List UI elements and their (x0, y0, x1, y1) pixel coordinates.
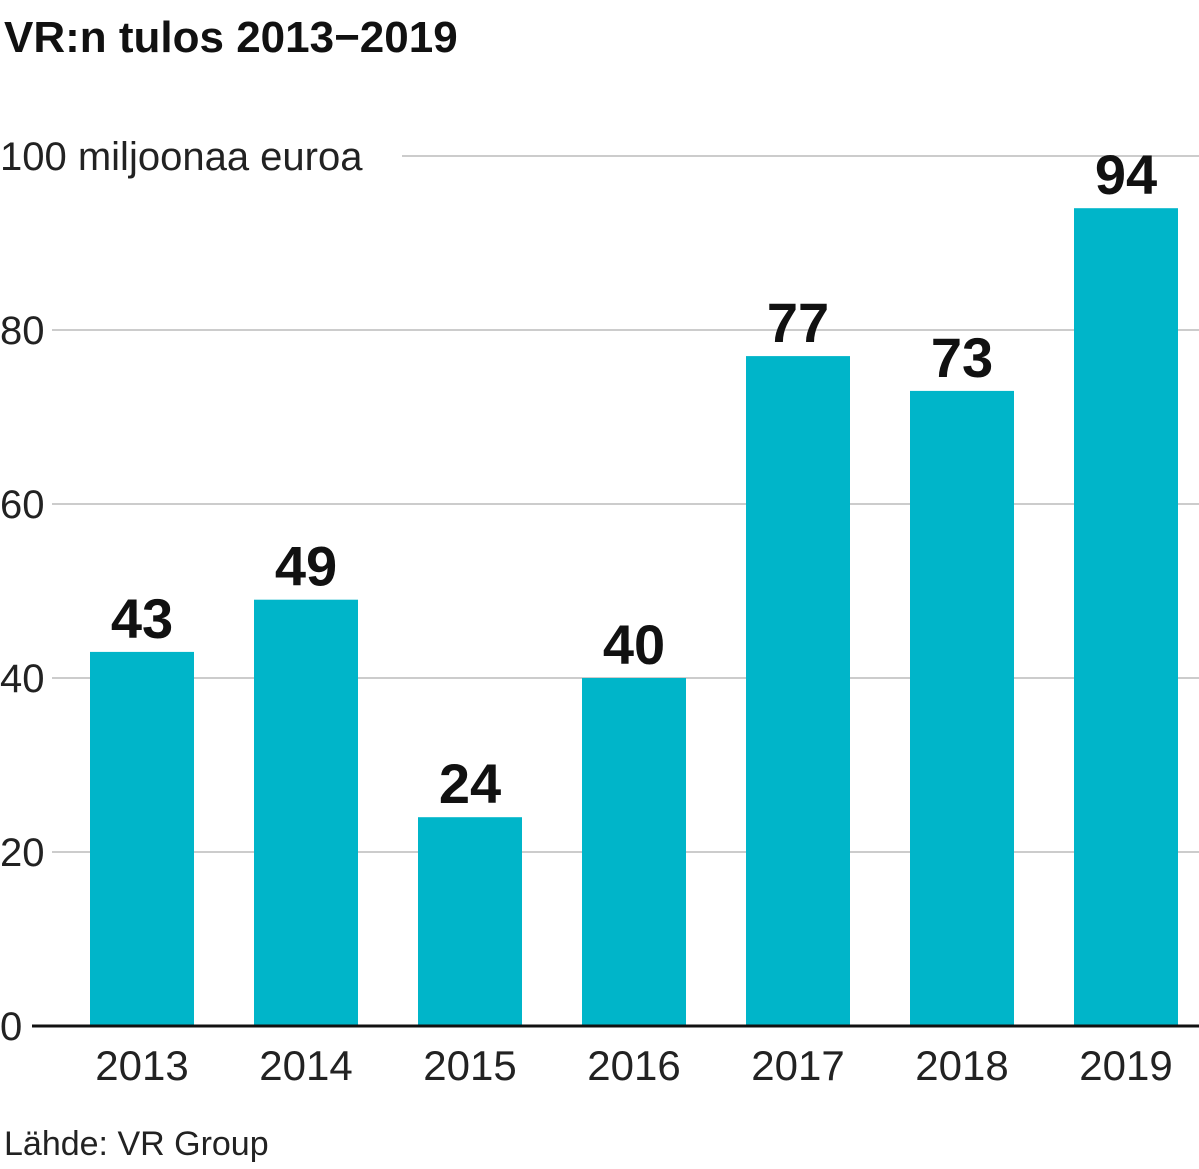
y-tick-label: 0 (0, 1005, 22, 1049)
x-tick-label: 2019 (1079, 1042, 1172, 1089)
y-tick-label: 80 (0, 309, 45, 353)
data-labels: 43 49 24 40 77 73 94 (111, 143, 1157, 815)
x-tick-label: 2015 (423, 1042, 516, 1089)
data-label-2018: 73 (931, 326, 993, 389)
bar-2019 (1074, 208, 1178, 1026)
data-label-2016: 40 (603, 613, 665, 676)
bar-2017 (746, 356, 850, 1027)
data-label-2019: 94 (1095, 143, 1157, 206)
x-tick-label: 2014 (259, 1042, 352, 1089)
bar-2016 (582, 678, 686, 1026)
bar-2014 (254, 599, 358, 1026)
x-tick-label: 2013 (95, 1042, 188, 1089)
y-axis-unit-label: 100 miljoonaa euroa (0, 135, 363, 179)
bar-2013 (90, 651, 194, 1026)
data-label-2013: 43 (111, 587, 173, 650)
x-tick-label: 2016 (587, 1042, 680, 1089)
y-axis-ticks: 0 20 40 60 80 100 miljoonaa euroa (0, 135, 363, 1049)
y-tick-label: 20 (0, 831, 45, 875)
x-axis-ticks: 2013 2014 2015 2016 2017 2018 2019 (95, 1042, 1172, 1089)
y-tick-label: 40 (0, 657, 45, 701)
bar-2015 (418, 817, 522, 1026)
data-label-2017: 77 (767, 291, 829, 354)
bars (90, 208, 1178, 1027)
chart-title: VR:n tulos 2013−2019 (4, 13, 458, 62)
x-tick-label: 2017 (751, 1042, 844, 1089)
data-label-2014: 49 (275, 535, 337, 598)
source-note: Lähde: VR Group (4, 1125, 269, 1163)
y-tick-label: 60 (0, 483, 45, 527)
bar-2018 (910, 390, 1014, 1026)
data-label-2015: 24 (439, 752, 501, 815)
x-tick-label: 2018 (915, 1042, 1008, 1089)
